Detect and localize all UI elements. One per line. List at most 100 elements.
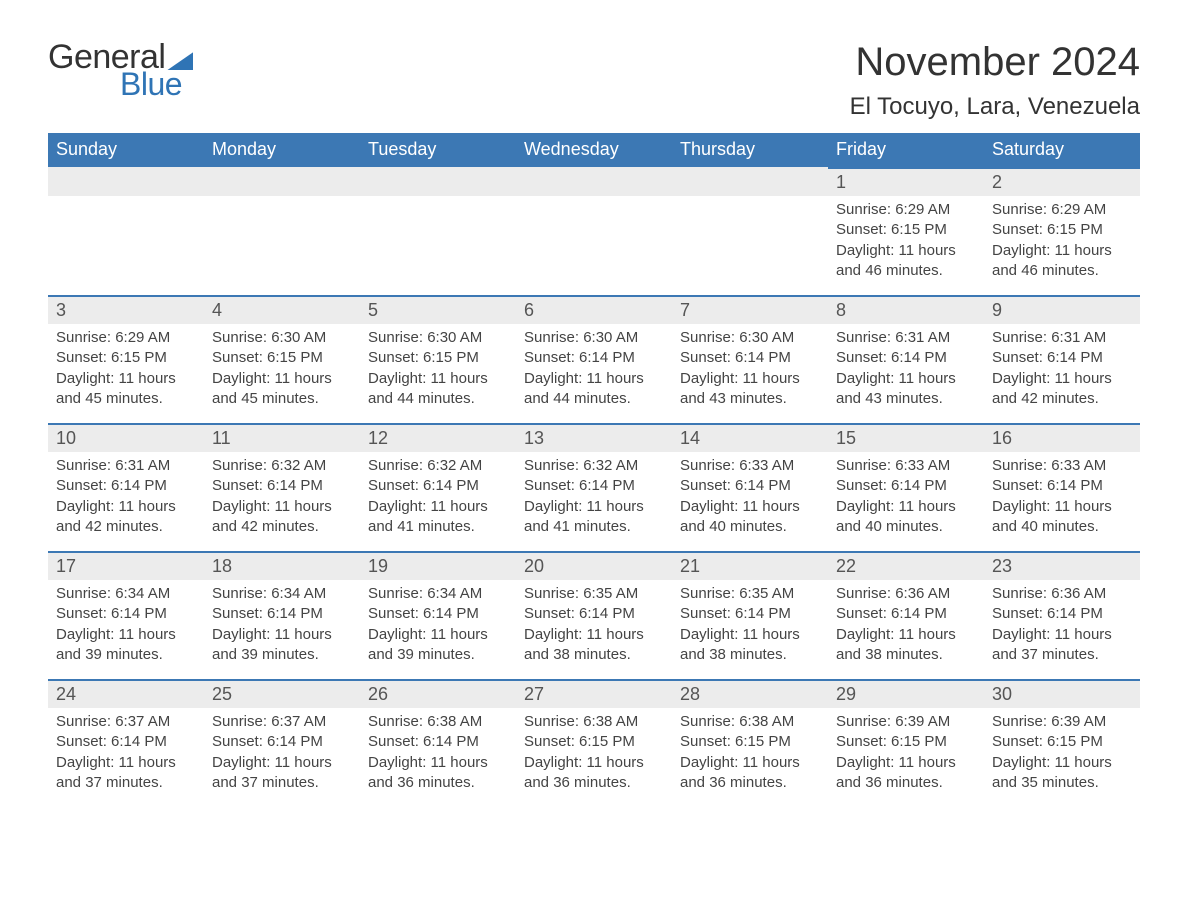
week-row: 24Sunrise: 6:37 AMSunset: 6:14 PMDayligh… <box>48 679 1140 807</box>
sunrise-text: Sunrise: 6:36 AM <box>992 584 1132 604</box>
day-detail: Sunrise: 6:34 AMSunset: 6:14 PMDaylight:… <box>360 580 516 679</box>
day-detail: Sunrise: 6:38 AMSunset: 6:15 PMDaylight:… <box>516 708 672 807</box>
day-detail: Sunrise: 6:30 AMSunset: 6:15 PMDaylight:… <box>204 324 360 423</box>
weekday-header: Wednesday <box>516 133 672 167</box>
sunrise-text: Sunrise: 6:29 AM <box>836 200 976 220</box>
day-number: 22 <box>828 551 984 580</box>
daylight-text: Daylight: 11 hours and 46 minutes. <box>992 241 1132 282</box>
sunrise-text: Sunrise: 6:30 AM <box>524 328 664 348</box>
day-cell <box>48 167 204 295</box>
day-detail: Sunrise: 6:30 AMSunset: 6:14 PMDaylight:… <box>672 324 828 423</box>
daylight-text: Daylight: 11 hours and 45 minutes. <box>212 369 352 410</box>
day-detail: Sunrise: 6:33 AMSunset: 6:14 PMDaylight:… <box>672 452 828 551</box>
title-block: November 2024 El Tocuyo, Lara, Venezuela <box>850 40 1140 121</box>
day-number: 27 <box>516 679 672 708</box>
day-number: 17 <box>48 551 204 580</box>
day-detail: Sunrise: 6:31 AMSunset: 6:14 PMDaylight:… <box>48 452 204 551</box>
day-detail: Sunrise: 6:33 AMSunset: 6:14 PMDaylight:… <box>828 452 984 551</box>
day-detail: Sunrise: 6:35 AMSunset: 6:14 PMDaylight:… <box>516 580 672 679</box>
sunset-text: Sunset: 6:15 PM <box>992 220 1132 240</box>
day-cell: 14Sunrise: 6:33 AMSunset: 6:14 PMDayligh… <box>672 423 828 551</box>
sunset-text: Sunset: 6:14 PM <box>680 604 820 624</box>
calendar-header-row: SundayMondayTuesdayWednesdayThursdayFrid… <box>48 133 1140 167</box>
day-cell: 5Sunrise: 6:30 AMSunset: 6:15 PMDaylight… <box>360 295 516 423</box>
day-detail: Sunrise: 6:36 AMSunset: 6:14 PMDaylight:… <box>984 580 1140 679</box>
sunset-text: Sunset: 6:14 PM <box>212 604 352 624</box>
day-number: 18 <box>204 551 360 580</box>
daylight-text: Daylight: 11 hours and 42 minutes. <box>212 497 352 538</box>
sunset-text: Sunset: 6:14 PM <box>368 732 508 752</box>
day-cell: 29Sunrise: 6:39 AMSunset: 6:15 PMDayligh… <box>828 679 984 807</box>
sunrise-text: Sunrise: 6:39 AM <box>836 712 976 732</box>
day-cell: 21Sunrise: 6:35 AMSunset: 6:14 PMDayligh… <box>672 551 828 679</box>
daylight-text: Daylight: 11 hours and 46 minutes. <box>836 241 976 282</box>
day-detail: Sunrise: 6:30 AMSunset: 6:15 PMDaylight:… <box>360 324 516 423</box>
sunset-text: Sunset: 6:14 PM <box>992 476 1132 496</box>
sunset-text: Sunset: 6:14 PM <box>836 604 976 624</box>
logo: General Blue <box>48 40 193 100</box>
day-number: 6 <box>516 295 672 324</box>
sunset-text: Sunset: 6:14 PM <box>56 732 196 752</box>
day-detail: Sunrise: 6:38 AMSunset: 6:14 PMDaylight:… <box>360 708 516 807</box>
daylight-text: Daylight: 11 hours and 38 minutes. <box>680 625 820 666</box>
daylight-text: Daylight: 11 hours and 37 minutes. <box>992 625 1132 666</box>
day-cell: 25Sunrise: 6:37 AMSunset: 6:14 PMDayligh… <box>204 679 360 807</box>
sunset-text: Sunset: 6:14 PM <box>680 476 820 496</box>
sunset-text: Sunset: 6:14 PM <box>368 604 508 624</box>
day-number: 2 <box>984 167 1140 196</box>
day-number: 4 <box>204 295 360 324</box>
sunrise-text: Sunrise: 6:31 AM <box>992 328 1132 348</box>
week-row: 1Sunrise: 6:29 AMSunset: 6:15 PMDaylight… <box>48 167 1140 295</box>
day-number: 26 <box>360 679 516 708</box>
day-number: 10 <box>48 423 204 452</box>
sunrise-text: Sunrise: 6:33 AM <box>680 456 820 476</box>
day-number: 15 <box>828 423 984 452</box>
sunrise-text: Sunrise: 6:34 AM <box>368 584 508 604</box>
sunset-text: Sunset: 6:14 PM <box>836 348 976 368</box>
sunset-text: Sunset: 6:14 PM <box>56 476 196 496</box>
sunset-text: Sunset: 6:15 PM <box>212 348 352 368</box>
sunset-text: Sunset: 6:14 PM <box>524 348 664 368</box>
day-cell: 10Sunrise: 6:31 AMSunset: 6:14 PMDayligh… <box>48 423 204 551</box>
daylight-text: Daylight: 11 hours and 36 minutes. <box>368 753 508 794</box>
day-number: 14 <box>672 423 828 452</box>
day-detail: Sunrise: 6:30 AMSunset: 6:14 PMDaylight:… <box>516 324 672 423</box>
day-cell: 17Sunrise: 6:34 AMSunset: 6:14 PMDayligh… <box>48 551 204 679</box>
weekday-header: Friday <box>828 133 984 167</box>
sunrise-text: Sunrise: 6:39 AM <box>992 712 1132 732</box>
daylight-text: Daylight: 11 hours and 37 minutes. <box>56 753 196 794</box>
day-number-bar-empty <box>48 167 204 196</box>
month-title: November 2024 <box>850 40 1140 85</box>
sunset-text: Sunset: 6:14 PM <box>524 476 664 496</box>
daylight-text: Daylight: 11 hours and 39 minutes. <box>56 625 196 666</box>
day-number-bar-empty <box>204 167 360 196</box>
sunrise-text: Sunrise: 6:31 AM <box>56 456 196 476</box>
day-detail: Sunrise: 6:31 AMSunset: 6:14 PMDaylight:… <box>828 324 984 423</box>
daylight-text: Daylight: 11 hours and 44 minutes. <box>524 369 664 410</box>
daylight-text: Daylight: 11 hours and 43 minutes. <box>680 369 820 410</box>
daylight-text: Daylight: 11 hours and 45 minutes. <box>56 369 196 410</box>
day-number-bar-empty <box>516 167 672 196</box>
sunset-text: Sunset: 6:14 PM <box>212 476 352 496</box>
sunset-text: Sunset: 6:15 PM <box>992 732 1132 752</box>
day-number: 12 <box>360 423 516 452</box>
day-number: 13 <box>516 423 672 452</box>
day-number: 9 <box>984 295 1140 324</box>
day-number: 21 <box>672 551 828 580</box>
sunrise-text: Sunrise: 6:37 AM <box>212 712 352 732</box>
sunrise-text: Sunrise: 6:29 AM <box>992 200 1132 220</box>
day-number-bar-empty <box>360 167 516 196</box>
day-cell: 22Sunrise: 6:36 AMSunset: 6:14 PMDayligh… <box>828 551 984 679</box>
day-number: 16 <box>984 423 1140 452</box>
day-number: 19 <box>360 551 516 580</box>
day-cell: 23Sunrise: 6:36 AMSunset: 6:14 PMDayligh… <box>984 551 1140 679</box>
daylight-text: Daylight: 11 hours and 40 minutes. <box>680 497 820 538</box>
day-number: 20 <box>516 551 672 580</box>
sunset-text: Sunset: 6:15 PM <box>836 220 976 240</box>
day-cell: 28Sunrise: 6:38 AMSunset: 6:15 PMDayligh… <box>672 679 828 807</box>
day-number: 23 <box>984 551 1140 580</box>
sunrise-text: Sunrise: 6:36 AM <box>836 584 976 604</box>
day-number: 28 <box>672 679 828 708</box>
daylight-text: Daylight: 11 hours and 40 minutes. <box>992 497 1132 538</box>
daylight-text: Daylight: 11 hours and 40 minutes. <box>836 497 976 538</box>
